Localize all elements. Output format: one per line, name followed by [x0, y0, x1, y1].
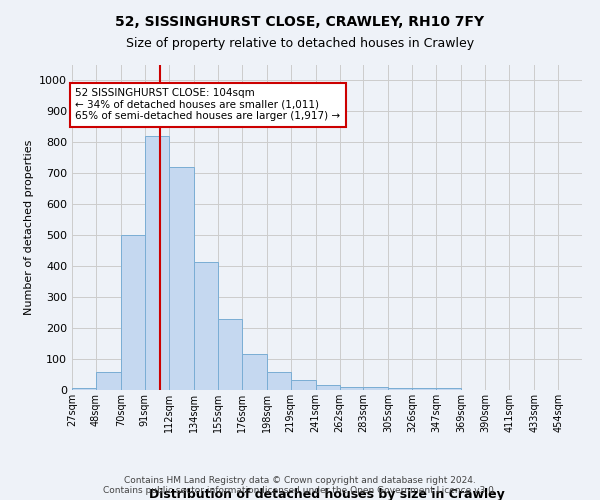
Bar: [194, 262, 218, 390]
Bar: [290, 380, 316, 390]
Bar: [121, 235, 145, 390]
Bar: [96, 372, 121, 390]
Bar: [340, 387, 364, 390]
Bar: [436, 388, 461, 390]
Bar: [72, 388, 96, 390]
Bar: [316, 386, 340, 390]
Text: Size of property relative to detached houses in Crawley: Size of property relative to detached ho…: [126, 38, 474, 51]
Bar: [242, 354, 266, 390]
X-axis label: Distribution of detached houses by size in Crawley: Distribution of detached houses by size …: [149, 488, 505, 500]
Bar: [412, 388, 436, 390]
Bar: [169, 167, 194, 390]
Y-axis label: Number of detached properties: Number of detached properties: [23, 140, 34, 315]
Bar: [145, 136, 169, 390]
Bar: [364, 387, 388, 390]
Bar: [266, 372, 290, 390]
Text: 52, SISSINGHURST CLOSE, CRAWLEY, RH10 7FY: 52, SISSINGHURST CLOSE, CRAWLEY, RH10 7F…: [115, 15, 485, 29]
Bar: [218, 319, 242, 390]
Text: 52 SISSINGHURST CLOSE: 104sqm
← 34% of detached houses are smaller (1,011)
65% o: 52 SISSINGHURST CLOSE: 104sqm ← 34% of d…: [76, 88, 341, 122]
Text: Contains HM Land Registry data © Crown copyright and database right 2024.: Contains HM Land Registry data © Crown c…: [124, 476, 476, 485]
Bar: [388, 388, 412, 390]
Text: Contains public sector information licensed under the Open Government Licence v3: Contains public sector information licen…: [103, 486, 497, 495]
